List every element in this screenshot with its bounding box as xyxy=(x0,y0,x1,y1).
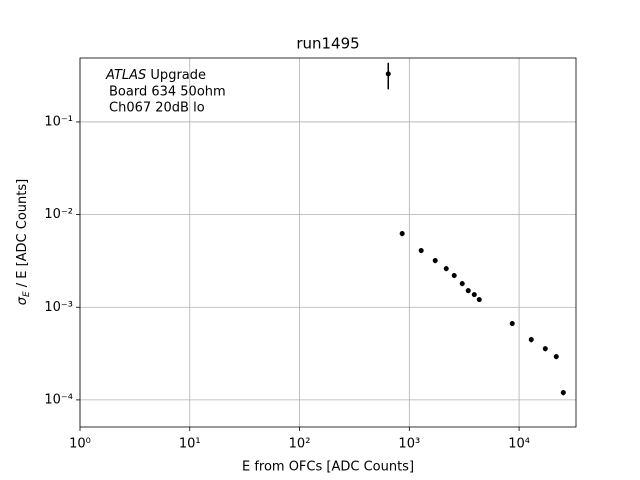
axes-frame xyxy=(79,57,577,428)
x-tick-label: 10³ xyxy=(398,437,420,452)
grid xyxy=(79,58,576,427)
data-point xyxy=(476,297,482,303)
y-label-text: / E [ADC Counts] xyxy=(15,179,30,288)
data-point xyxy=(443,266,449,272)
x-tick-label: 10⁰ xyxy=(69,437,91,452)
data-point xyxy=(459,281,465,287)
y-tick-label: 10⁻¹ xyxy=(44,114,73,129)
annotation-text: Upgrade xyxy=(150,68,206,83)
x-tick-label: 10² xyxy=(289,437,311,452)
x-axis-label: E from OFCs [ADC Counts] xyxy=(242,460,414,475)
data-point xyxy=(465,288,471,294)
y-axis-label: σE / E [ADC Counts] xyxy=(15,179,32,305)
marks xyxy=(385,62,566,396)
annotation-italic: ATLAS xyxy=(105,68,146,83)
data-point xyxy=(509,321,515,327)
data-point xyxy=(471,292,477,298)
x-tick-label: 10⁴ xyxy=(508,437,530,452)
data-point xyxy=(432,258,438,264)
y-tick-label: 10⁻² xyxy=(44,207,73,222)
x-tick-label: 10¹ xyxy=(179,437,201,452)
y-tick-label: 10⁻³ xyxy=(44,300,73,315)
data-point xyxy=(385,71,391,77)
data-point xyxy=(399,231,405,237)
data-point xyxy=(553,354,559,360)
annotation-line: Board 634 50ohm xyxy=(109,85,226,100)
y-label-symbol: σ xyxy=(15,296,30,305)
data-point xyxy=(528,337,534,343)
y-tick-label: 10⁻⁴ xyxy=(44,392,73,407)
data-point xyxy=(542,346,548,352)
data-point xyxy=(451,273,457,279)
y-label-sub: E xyxy=(22,291,32,297)
annotation-line: Ch067 20dB lo xyxy=(109,101,205,116)
data-point xyxy=(418,248,424,254)
chart-title: run1495 xyxy=(296,35,359,53)
data-point xyxy=(560,390,566,396)
annotation-line: ATLAS Upgrade xyxy=(105,68,206,83)
